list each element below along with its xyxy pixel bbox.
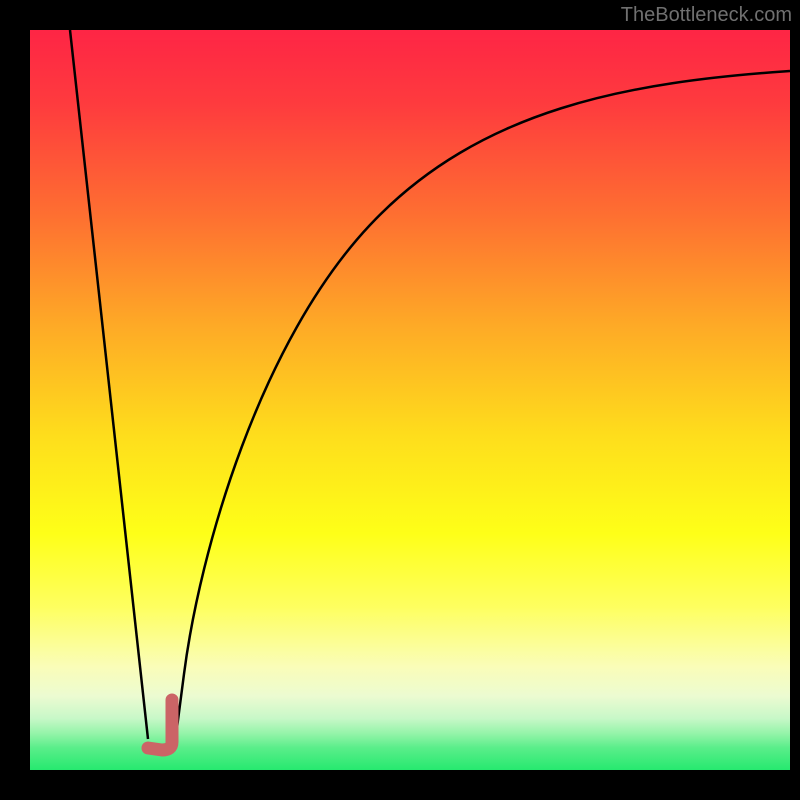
chart-container: TheBottleneck.com — [0, 0, 800, 800]
watermark-text: TheBottleneck.com — [621, 4, 792, 27]
chart-svg — [0, 0, 800, 800]
plot-background — [30, 30, 790, 770]
